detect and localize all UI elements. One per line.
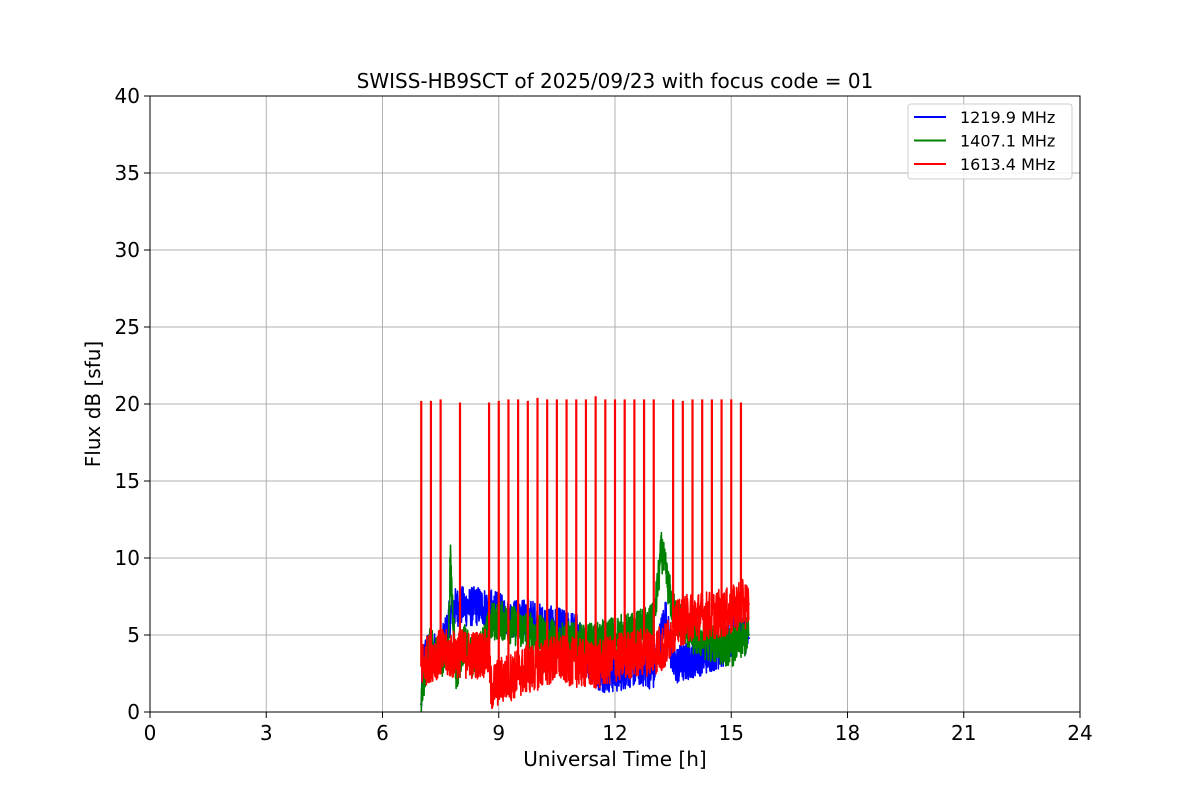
data-point [466,606,469,609]
data-point [710,641,714,644]
data-point [427,656,431,660]
data-point [449,559,452,563]
legend-label: 1613.4 MHz [960,155,1055,174]
y-tick-label: 10 [115,546,140,570]
x-tick-label: 21 [951,721,976,745]
data-point [482,652,485,655]
x-tick-label: 9 [492,721,505,745]
x-tick-label: 0 [144,721,157,745]
x-tick-label: 12 [602,721,627,745]
data-point [664,646,667,649]
legend-label: 1407.1 MHz [960,132,1055,151]
data-point [420,703,423,706]
y-tick-label: 5 [127,623,140,647]
data-point [747,636,750,640]
data-point [451,653,454,657]
legend: 1219.9 MHz 1407.1 MHz 1613.4 MHz [907,103,1073,180]
data-point [478,604,481,607]
data-point [683,661,686,664]
y-tick-label: 15 [115,469,140,493]
legend-box [907,103,1073,180]
y-tick-label: 20 [115,392,140,416]
ticks: 0 3 6 9 12 15 18 21 24 0 5 10 15 20 25 30 35 40 [115,84,1093,745]
x-tick-label: 3 [260,721,273,745]
y-tick-label: 35 [115,161,140,185]
data-point [489,687,493,691]
data-point [683,618,686,621]
data-point [671,664,675,667]
legend-label: 1219.9 MHz [960,108,1055,127]
data-point [664,613,667,617]
data-point [747,603,750,606]
data-point [691,656,694,660]
x-tick-label: 24 [1067,721,1092,745]
data-point [730,646,733,649]
y-axis-label: Flux dB [sfu] [81,341,105,467]
x-axis-label: Universal Time [h] [523,747,706,771]
x-tick-label: 15 [719,721,744,745]
series-1613-4-mhz [420,396,750,710]
y-tick-label: 0 [127,700,140,724]
data-point [737,603,741,606]
x-tick-label: 18 [835,721,860,745]
data-point [470,653,473,657]
y-tick-label: 25 [115,315,140,339]
series-layer [420,396,750,713]
x-tick-label: 6 [376,721,389,745]
data-point [747,633,750,637]
data-point [660,549,663,552]
series-line [420,578,750,710]
chart-title: SWISS-HB9SCT of 2025/09/23 with focus co… [357,69,874,93]
y-tick-label: 40 [115,84,140,108]
y-tick-label: 30 [115,238,140,262]
data-point [489,621,493,624]
